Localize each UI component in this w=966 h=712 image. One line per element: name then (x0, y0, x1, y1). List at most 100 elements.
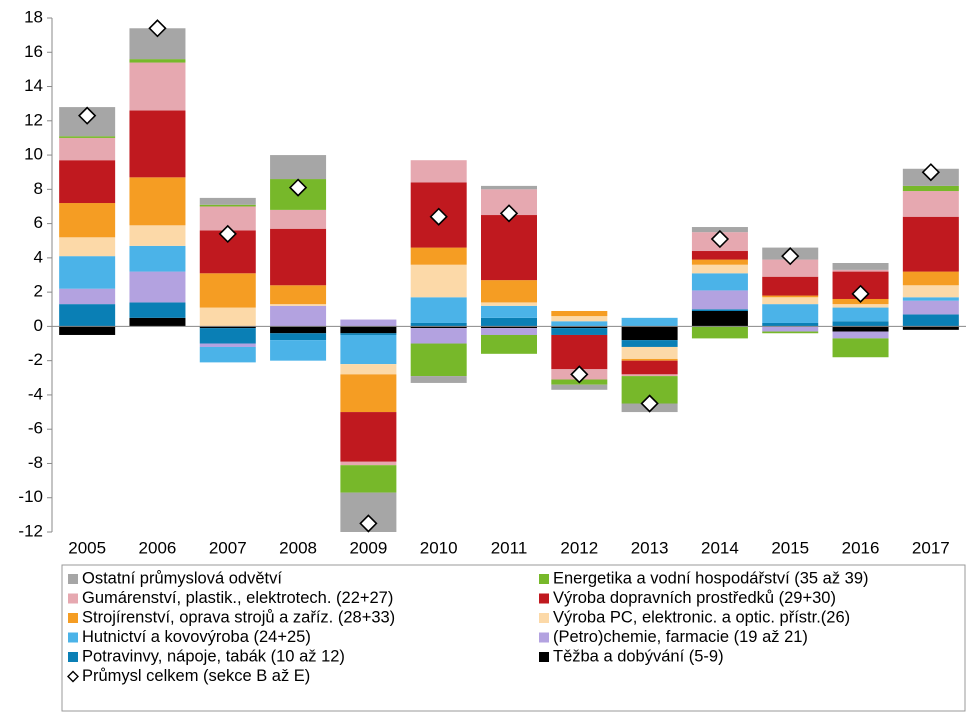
x-tick-label: 2016 (842, 538, 880, 557)
bar-segment (762, 276, 819, 296)
bar-segment (691, 326, 748, 339)
bar-segment (481, 185, 537, 190)
bar-segment (59, 304, 116, 327)
x-tick-label: 2005 (68, 538, 106, 557)
bar-segment (410, 326, 467, 329)
bar-segment (129, 271, 186, 303)
bar-segment (902, 297, 959, 301)
legend-label: Ostatní průmyslová odvětví (82, 569, 282, 587)
total-marker (499, 204, 519, 223)
bar-segment (481, 326, 537, 329)
y-tick-label: 4 (34, 247, 43, 266)
bar-segment (270, 304, 327, 306)
total-marker (218, 224, 237, 244)
bar-segment (902, 271, 959, 286)
bar-segment (902, 185, 959, 192)
bar-segment (691, 309, 748, 311)
legend-box (61, 564, 966, 712)
bar-segment (691, 273, 748, 291)
bar-segment (270, 305, 327, 327)
legend-swatch (68, 613, 78, 623)
bar-segment (340, 374, 397, 413)
x-tick-label: 2006 (139, 538, 177, 557)
y-tick-label: -10 (18, 487, 43, 506)
x-tick-label: 2017 (912, 538, 950, 557)
bar-segment (199, 326, 256, 329)
y-tick-label: 18 (24, 7, 43, 26)
bar-segment (59, 326, 116, 335)
bar-segment (340, 465, 397, 493)
total-marker (288, 178, 308, 197)
bar-segment (270, 228, 327, 286)
bar-segment (340, 319, 397, 327)
bar-segment (59, 137, 116, 161)
bar-segment (691, 290, 748, 310)
total-marker (429, 207, 448, 226)
bar-segment (832, 331, 889, 339)
x-tick-label: 2007 (209, 538, 247, 557)
bar-segment (902, 216, 959, 272)
x-tick-label: 2012 (560, 538, 598, 557)
bar-segment (551, 321, 608, 327)
total-marker (640, 394, 659, 413)
bar-segment (621, 374, 678, 377)
legend-swatch (68, 652, 78, 662)
bar-segment (832, 326, 889, 332)
x-tick-label: 2013 (631, 538, 669, 557)
bar-segment (410, 322, 467, 327)
bar-segment (762, 326, 819, 332)
legend-swatch (539, 652, 549, 662)
legend-label: Potravinvy, nápoje, tabák (10 až 12) (82, 647, 345, 665)
bar-segment (481, 317, 537, 327)
bar-segment (410, 247, 467, 265)
bar-segment (551, 384, 608, 390)
bar-segment (551, 334, 608, 370)
bar-segment (59, 288, 116, 305)
bar-segment (481, 305, 537, 318)
bar-segment (340, 412, 397, 462)
bar-segment (129, 110, 186, 178)
bar-segment (762, 304, 819, 323)
x-tick-label: 2011 (491, 538, 528, 557)
bar-segment (621, 340, 678, 347)
bar-segment (199, 206, 256, 231)
bar-segment (551, 310, 608, 317)
x-tick-label: 2015 (771, 538, 809, 557)
total-marker (78, 106, 97, 125)
bar-segment (59, 160, 116, 204)
legend-swatch (539, 593, 549, 604)
legend: Ostatní průmyslová odvětví Energetika a v… (67, 569, 869, 685)
bar-segment (551, 326, 608, 329)
legend-swatch (68, 574, 78, 584)
legend-swatch (539, 632, 549, 643)
bar-segment (270, 326, 327, 334)
x-tick-label: 2008 (279, 538, 317, 557)
bar-segment (621, 346, 678, 359)
y-tick-label: -12 (18, 521, 43, 540)
bar-segment (762, 322, 819, 327)
bar-segment (481, 334, 537, 354)
y-tick-label: 16 (24, 42, 43, 61)
legend-label: Průmysl celkem (sekce B až E) (82, 667, 310, 685)
legend-label: (Petro)chemie, farmacie (19 až 21) (553, 628, 808, 646)
y-tick-label: -8 (28, 453, 43, 472)
bar-segment (832, 338, 889, 358)
bar-segment (129, 245, 186, 272)
bar-segment (410, 376, 467, 383)
total-marker (570, 365, 589, 384)
bar-segment (340, 461, 397, 466)
bar-segment (129, 177, 186, 226)
y-tick-label: -2 (28, 350, 43, 369)
total-marker (710, 229, 730, 249)
bar-segment (691, 310, 748, 327)
x-tick-label: 2014 (701, 538, 739, 557)
bar-segment (59, 136, 116, 138)
x-tick-label: 2009 (349, 538, 387, 557)
bar-segment (270, 155, 327, 180)
bar-segment (129, 302, 186, 318)
legend-label: Těžba a dobývání (5-9) (553, 647, 724, 665)
y-tick-label: 6 (34, 213, 43, 232)
bar-segment (762, 331, 819, 334)
bar-segment (59, 203, 116, 238)
